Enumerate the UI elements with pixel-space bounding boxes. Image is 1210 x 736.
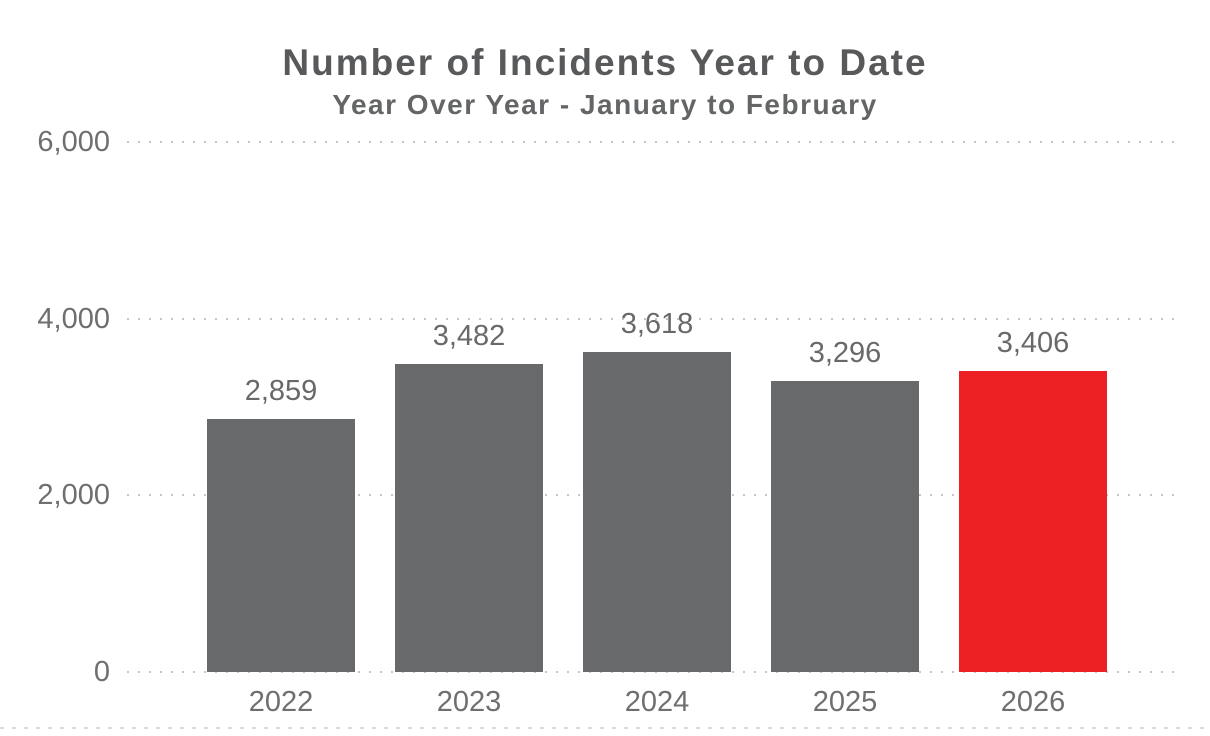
bar-2023 [395, 364, 543, 672]
bar-2026 [959, 371, 1107, 672]
chart-subtitle: Year Over Year - January to February [332, 89, 878, 120]
bar-value-label-2023: 3,482 [432, 320, 506, 353]
bar-2024 [583, 352, 731, 672]
x-axis-tick-label-2024: 2024 [624, 686, 690, 718]
chart-title: Number of Incidents Year to Date [282, 42, 928, 83]
bar-value-label-2025: 3,296 [808, 336, 882, 369]
x-axis-tick-label-2026: 2026 [1000, 686, 1066, 718]
x-axis-tick-label-2022: 2022 [248, 686, 314, 718]
bar-2022 [207, 419, 355, 672]
bar-value-label-2024: 3,618 [620, 308, 694, 341]
gridline-4000 [127, 317, 1176, 320]
y-axis-tick-label-0: 0 [93, 656, 110, 688]
bottom-dotted-divider [0, 727, 1210, 729]
gridline-0 [127, 671, 1176, 673]
bar-value-label-2026: 3,406 [996, 327, 1070, 360]
x-axis-tick-label-2025: 2025 [812, 686, 878, 718]
y-axis-tick-label-2000: 2,000 [37, 479, 110, 512]
x-axis-tick-label-2023: 2023 [436, 686, 502, 718]
bar-2025 [771, 380, 919, 672]
gridline-6000 [127, 141, 1176, 143]
y-axis-tick-label-4000: 4,000 [37, 302, 110, 335]
bar-value-label-2022: 2,859 [244, 375, 318, 408]
y-axis-tick-label-6000: 6,000 [37, 126, 110, 158]
